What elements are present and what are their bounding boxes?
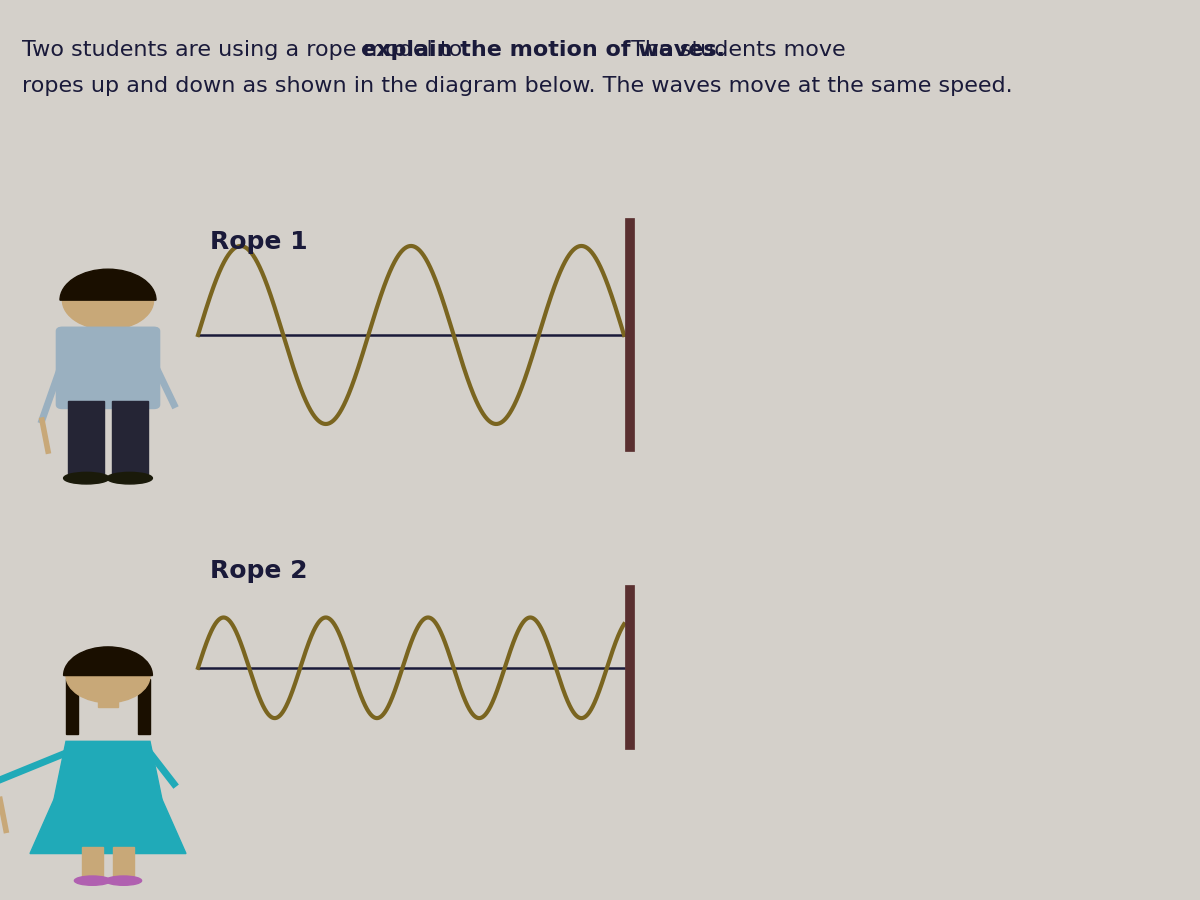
Bar — [82, 848, 103, 877]
Text: Rope 2: Rope 2 — [210, 560, 307, 583]
Wedge shape — [60, 269, 156, 301]
Bar — [98, 689, 118, 706]
Text: ropes up and down as shown in the diagram below. The waves move at the same spee: ropes up and down as shown in the diagra… — [22, 76, 1013, 96]
Circle shape — [66, 648, 150, 703]
Text: The students move: The students move — [624, 40, 846, 60]
Text: explain the motion of waves.: explain the motion of waves. — [361, 40, 725, 60]
Ellipse shape — [106, 876, 142, 886]
Bar — [113, 848, 134, 877]
Bar — [138, 680, 150, 734]
Polygon shape — [30, 799, 186, 853]
Wedge shape — [64, 647, 152, 676]
Bar — [112, 400, 148, 474]
Circle shape — [62, 271, 154, 329]
FancyBboxPatch shape — [56, 328, 160, 409]
Text: Rope 1: Rope 1 — [210, 230, 307, 255]
Bar — [66, 680, 78, 734]
Polygon shape — [54, 742, 162, 799]
Bar — [98, 316, 118, 335]
Text: Two students are using a rope model to: Two students are using a rope model to — [22, 40, 469, 60]
Ellipse shape — [74, 876, 110, 886]
Ellipse shape — [64, 472, 109, 484]
Ellipse shape — [107, 472, 152, 484]
Bar — [68, 400, 104, 474]
